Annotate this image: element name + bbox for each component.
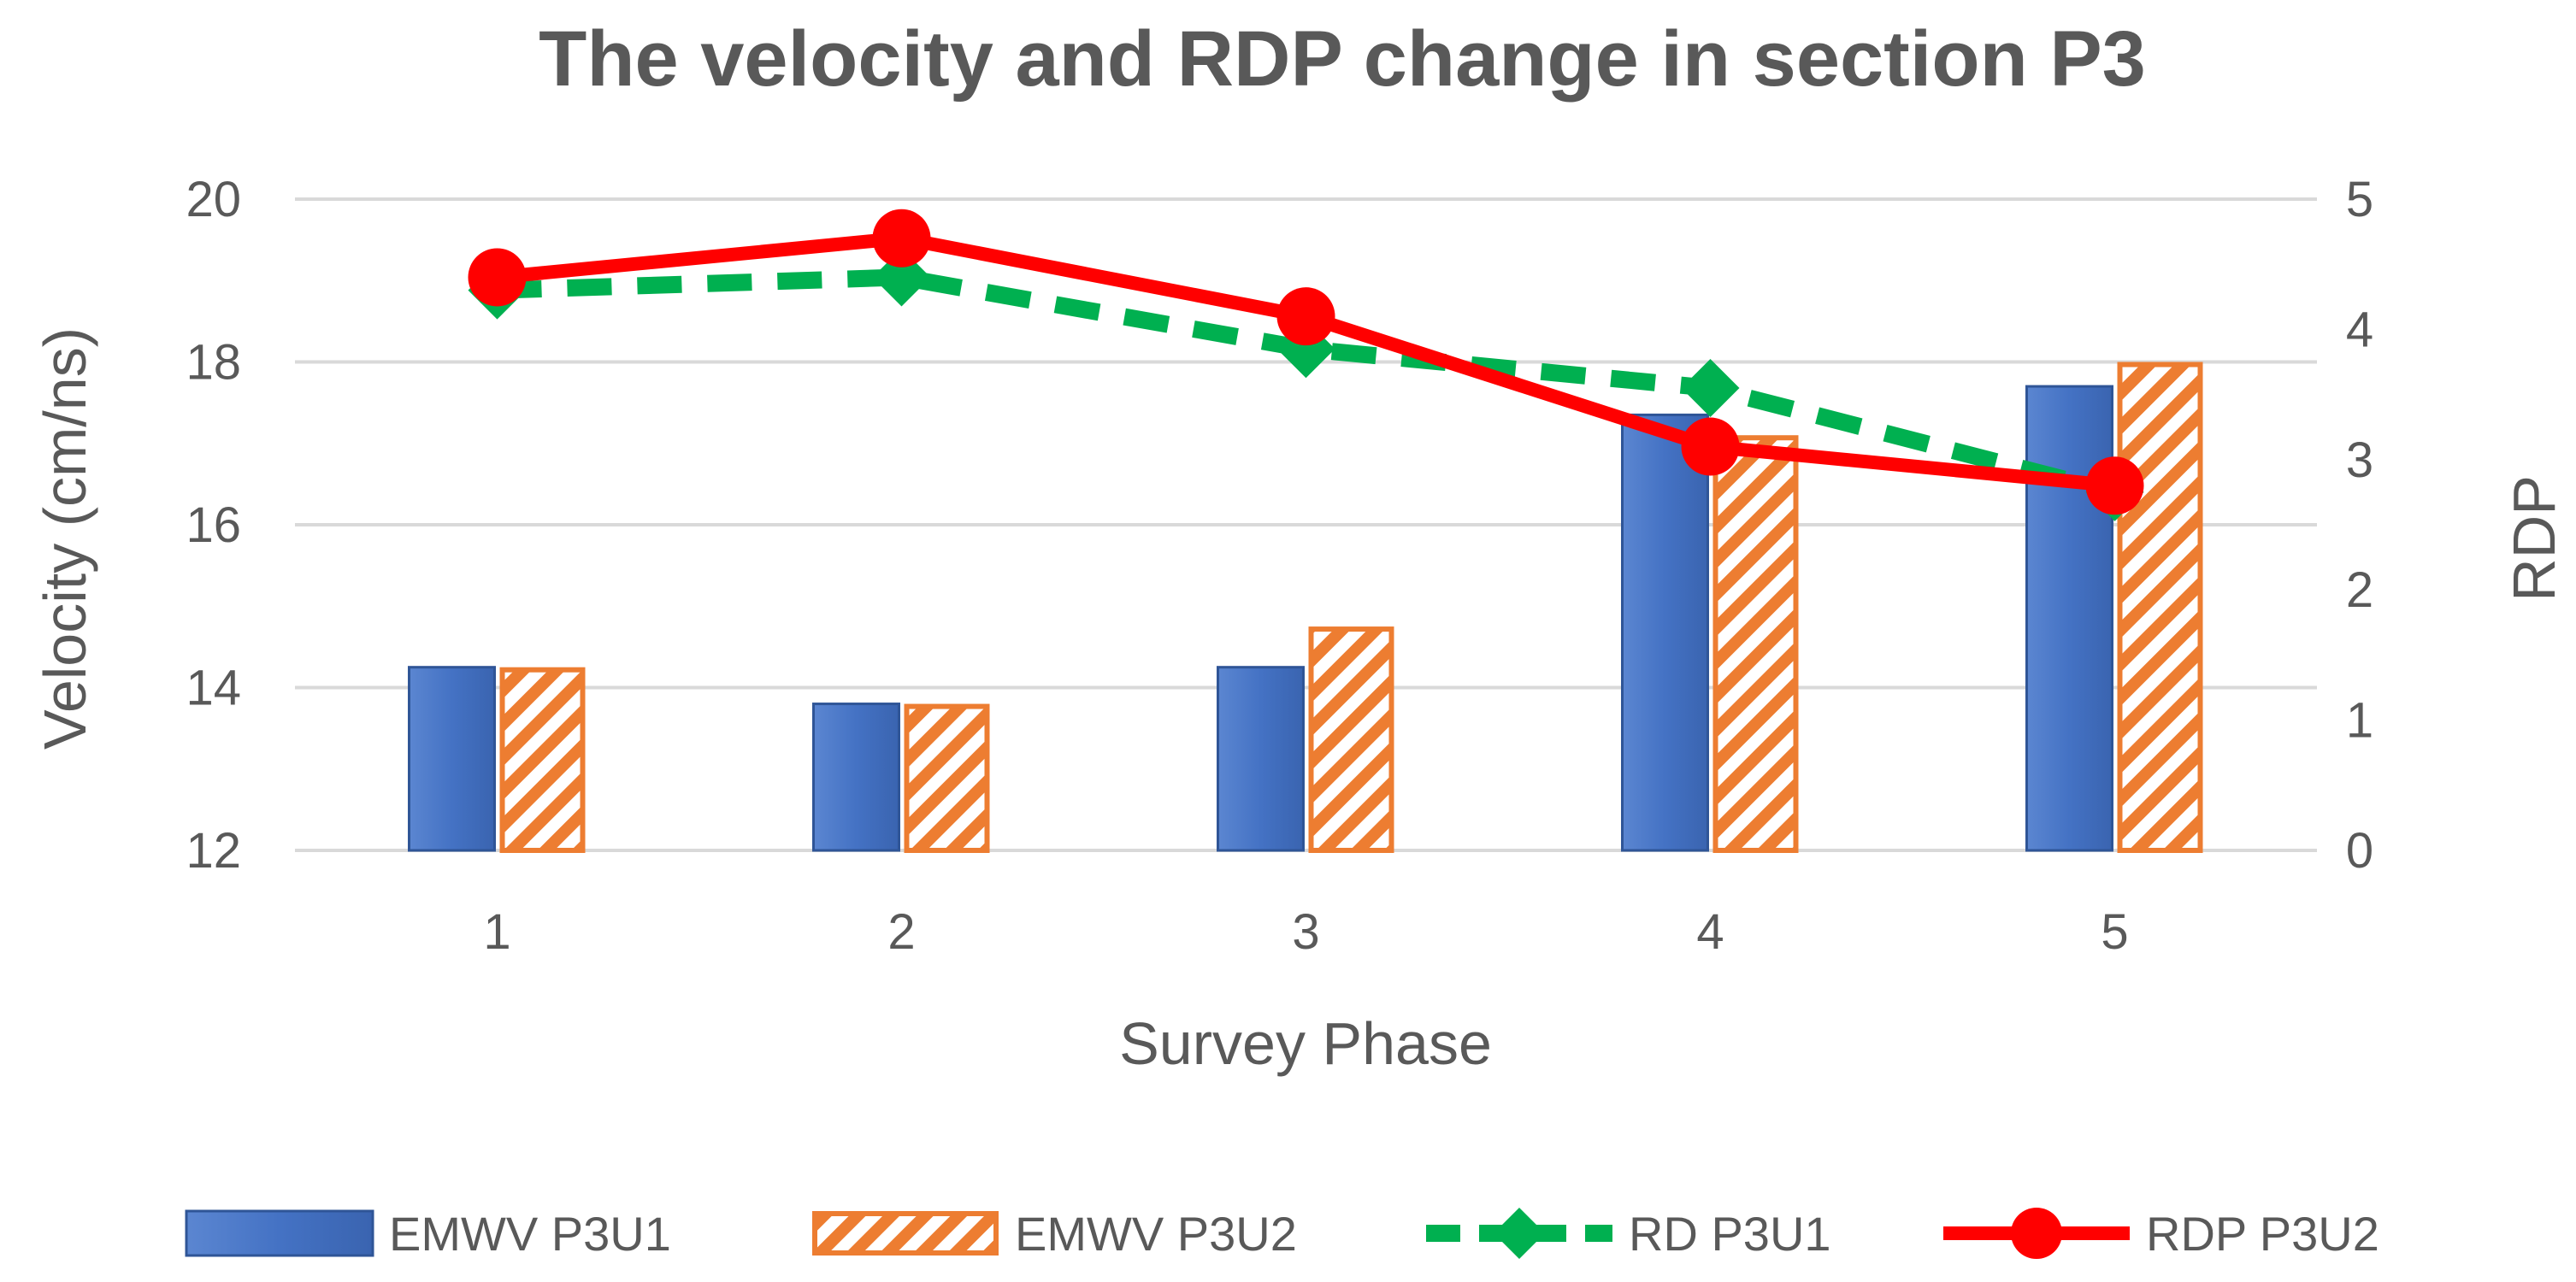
bar-emwv-p3u2: [2117, 362, 2203, 853]
x-tick-label: 3: [1292, 904, 1319, 960]
x-tick-label: 5: [2101, 904, 2128, 960]
chart-title: The velocity and RDP change in section P…: [539, 15, 2146, 103]
legend-label: EMWV P3U1: [389, 1207, 671, 1261]
gridlines: [295, 197, 2317, 852]
x-axis-ticks: 1 2 3 4 5: [483, 904, 2128, 960]
y-tick-label: 20: [186, 172, 241, 227]
bar-emwv-p3u1: [2025, 385, 2113, 852]
legend: EMWV P3U1 EMWV P3U2 RD P3U1 RDP P3U2: [185, 1207, 2379, 1261]
x-axis-title: Survey Phase: [1119, 1010, 1492, 1077]
y2-axis-title: RDP: [2501, 475, 2567, 602]
y-axis-title: Velocity (cm/ns): [32, 327, 98, 750]
marker-rdp-p3u2: [1681, 417, 1740, 476]
marker-rdp-p3u2: [468, 248, 527, 307]
legend-label: RD P3U1: [1629, 1207, 1831, 1261]
x-tick-label: 1: [483, 904, 510, 960]
legend-swatch-emwv-p3u2: [812, 1211, 999, 1256]
y2-tick-label: 0: [2346, 823, 2373, 879]
y2-tick-label: 4: [2346, 302, 2373, 357]
legend-label: RDP P3U2: [2146, 1207, 2379, 1261]
bar-emwv-p3u1: [812, 703, 900, 852]
x-tick-label: 2: [887, 904, 915, 960]
bars: [408, 362, 2203, 853]
legend-marker-diamond: [1494, 1208, 1545, 1259]
bar-emwv-p3u2: [904, 703, 990, 853]
marker-rdp-p3u2: [2085, 456, 2144, 515]
marker-rd-p3u1: [1681, 358, 1740, 417]
y2-tick-label: 1: [2346, 693, 2373, 749]
right-axis-ticks: 0 1 2 3 4 5: [2346, 172, 2373, 879]
bar-emwv-p3u1: [1217, 666, 1305, 852]
x-tick-label: 4: [1696, 904, 1724, 960]
bar-emwv-p3u2: [1712, 435, 1799, 853]
bar-emwv-p3u2: [499, 667, 586, 853]
y2-tick-label: 5: [2346, 172, 2373, 227]
y-tick-label: 16: [186, 497, 241, 553]
y-tick-label: 12: [186, 823, 241, 879]
legend-marker-circle: [2011, 1208, 2062, 1259]
legend-label: EMWV P3U2: [1015, 1207, 1297, 1261]
marker-rdp-p3u2: [872, 209, 931, 268]
y-tick-label: 14: [186, 661, 241, 716]
bar-emwv-p3u1: [1621, 413, 1709, 852]
bar-emwv-p3u2: [1308, 626, 1394, 853]
lines: [468, 209, 2144, 521]
legend-swatch-emwv-p3u1: [185, 1209, 374, 1257]
left-axis-ticks: 12 14 16 18 20: [186, 172, 241, 879]
y-tick-label: 18: [186, 335, 241, 391]
bar-emwv-p3u1: [408, 666, 496, 852]
y2-tick-label: 2: [2346, 562, 2373, 618]
y2-tick-label: 3: [2346, 432, 2373, 488]
marker-rdp-p3u2: [1276, 287, 1335, 346]
